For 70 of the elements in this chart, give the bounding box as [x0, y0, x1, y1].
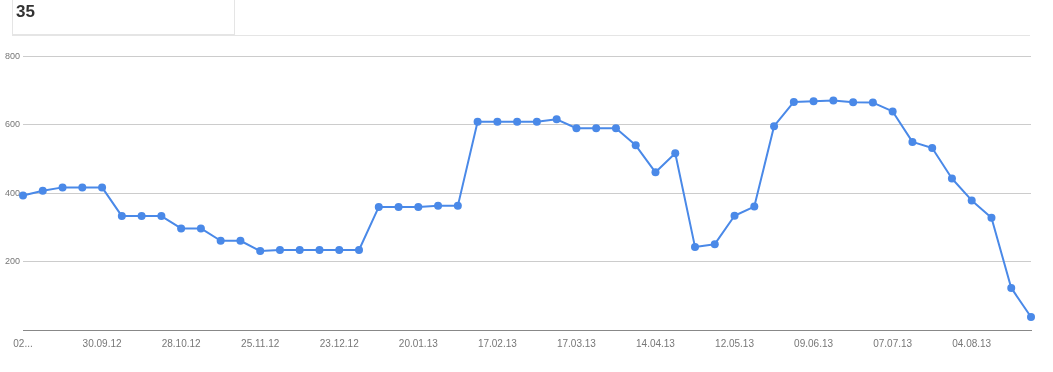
x-tick-label: 07.07.13	[873, 337, 913, 349]
point	[532, 117, 541, 126]
point	[611, 124, 620, 133]
point	[928, 144, 937, 153]
point	[691, 242, 700, 251]
point	[750, 202, 759, 211]
point	[473, 117, 482, 126]
y-tick-label: 400	[4, 187, 21, 198]
y-tick-label: 800	[4, 50, 21, 61]
point	[236, 236, 245, 245]
point	[631, 141, 640, 150]
point	[770, 122, 779, 131]
point	[908, 137, 917, 146]
point	[552, 115, 561, 124]
point	[335, 245, 344, 254]
point	[730, 211, 739, 220]
x-tick-label: 17.02.13	[477, 337, 518, 349]
point	[1027, 313, 1035, 321]
x-tick-label: 09.06.13	[794, 337, 834, 349]
point	[78, 183, 87, 192]
y-tick-label: 600	[4, 119, 21, 130]
x-tick-label: 20.01.13	[398, 337, 439, 349]
point	[177, 224, 186, 233]
point	[98, 183, 107, 192]
point	[849, 98, 858, 107]
point	[572, 124, 581, 133]
point	[414, 202, 423, 211]
x-tick-label: 02...	[13, 337, 33, 349]
point	[58, 183, 67, 192]
point	[196, 224, 205, 233]
point	[809, 97, 818, 106]
point	[1007, 283, 1016, 292]
point	[117, 212, 126, 221]
point	[137, 212, 146, 221]
point	[987, 213, 996, 222]
point	[157, 212, 166, 221]
y-tick-label: 200	[4, 256, 21, 267]
x-tick-label: 12.05.13	[715, 337, 755, 349]
x-tick-label: 28.10.12	[161, 337, 202, 349]
point	[453, 201, 462, 210]
point	[789, 97, 798, 106]
x-tick-label: 14.04.13	[636, 337, 676, 349]
point	[868, 98, 877, 107]
x-tick-label: 17.03.13	[556, 337, 597, 349]
point	[829, 96, 838, 105]
point	[394, 202, 403, 211]
point	[355, 245, 364, 254]
x-tick-label: 30.09.12	[82, 337, 122, 349]
point	[947, 174, 956, 183]
point	[592, 124, 601, 133]
x-tick-label: 25.11.12	[241, 337, 280, 349]
point	[315, 245, 324, 254]
point	[216, 236, 225, 245]
x-tick-label: 04.08.13	[952, 337, 992, 349]
point	[374, 202, 383, 211]
point	[295, 245, 304, 254]
point	[888, 107, 897, 116]
point	[513, 117, 522, 126]
point	[434, 201, 443, 210]
point	[38, 186, 47, 195]
text: 35	[16, 2, 35, 22]
point	[710, 240, 719, 249]
x-tick-label: 23.12.12	[319, 337, 360, 349]
point	[256, 247, 265, 255]
point	[651, 168, 660, 177]
point	[493, 117, 502, 126]
point	[967, 196, 976, 205]
point	[671, 149, 680, 158]
point	[275, 245, 284, 254]
point	[19, 191, 28, 200]
